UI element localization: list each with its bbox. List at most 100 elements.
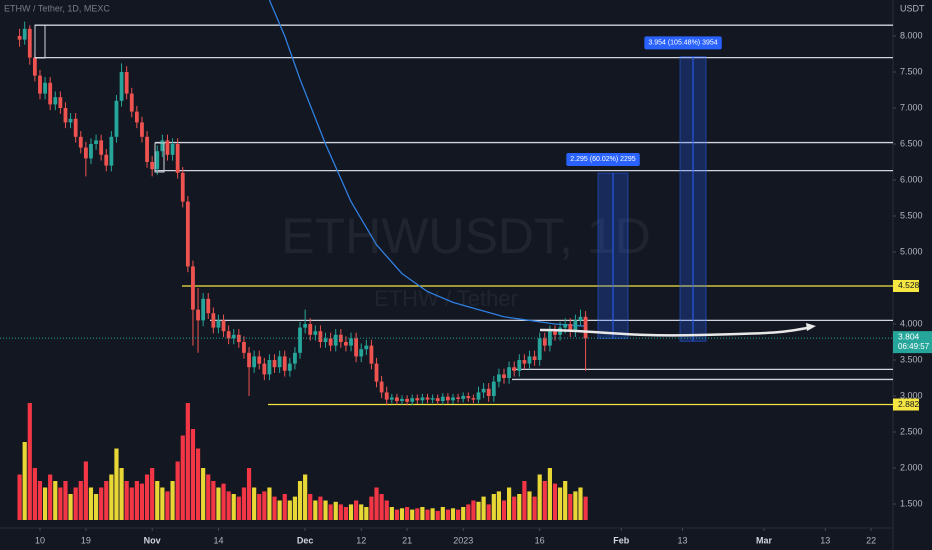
volume-bar xyxy=(206,474,211,520)
x-tick-label: 22 xyxy=(866,535,876,545)
candle-body xyxy=(410,398,415,402)
candle-body xyxy=(502,374,506,379)
volume-bar xyxy=(481,496,486,520)
candle-body xyxy=(384,392,389,400)
volume-bar xyxy=(389,507,394,520)
x-tick-label: 2023 xyxy=(453,535,473,545)
volume-bar xyxy=(109,474,114,520)
volume-bar xyxy=(129,487,134,520)
volume-bar xyxy=(221,483,226,520)
x-tick-label: Nov xyxy=(144,535,161,545)
candle-body xyxy=(134,111,139,123)
candle-body xyxy=(247,352,251,368)
volume-bar xyxy=(415,508,420,520)
volume-bar xyxy=(104,481,109,520)
candle-body xyxy=(374,363,379,382)
volume-bar xyxy=(496,491,501,520)
volume-bar xyxy=(287,500,292,520)
x-tick-label: Mar xyxy=(756,535,773,545)
volume-bar xyxy=(456,509,461,520)
candle-body xyxy=(140,122,144,137)
volume-bar xyxy=(323,500,328,520)
candle-body xyxy=(94,140,98,145)
candle-body xyxy=(456,397,461,399)
x-tick-label: 12 xyxy=(356,535,366,545)
candle-body xyxy=(405,398,410,402)
candle-body xyxy=(216,320,221,328)
watermark: ETHWUSDT, 1D xyxy=(281,208,650,264)
y-tick-label: 6.000 xyxy=(900,174,923,184)
volume-bar xyxy=(277,500,282,520)
volume-bar xyxy=(405,507,410,520)
candle-body xyxy=(517,360,522,371)
volume-bar xyxy=(27,403,32,520)
candle-body xyxy=(109,136,114,166)
candle-body xyxy=(104,154,109,166)
volume-bar xyxy=(410,509,415,520)
volume-bar xyxy=(68,494,73,520)
candle-body xyxy=(568,324,573,332)
x-tick-label: 21 xyxy=(402,535,412,545)
volume-bar xyxy=(512,496,517,520)
countdown-label: 06:49:57 xyxy=(898,342,930,351)
volume-bar xyxy=(384,500,389,520)
x-tick-label: Dec xyxy=(297,535,314,545)
range-box xyxy=(154,142,165,173)
y-tick-label: 2.000 xyxy=(900,462,923,472)
volume-bar xyxy=(547,468,552,520)
volume-bar xyxy=(476,501,481,520)
watermark-sub: ETHW / Tether xyxy=(374,286,518,311)
volume-bar xyxy=(267,487,272,520)
candle-body xyxy=(440,396,445,402)
volume-bar xyxy=(557,487,563,520)
candle-body xyxy=(206,298,211,314)
volume-bar xyxy=(155,481,160,520)
volume-bar xyxy=(226,491,231,520)
volume-bar xyxy=(190,429,196,520)
candle-body xyxy=(293,352,297,364)
volume-bar xyxy=(552,483,558,520)
volume-bar xyxy=(486,504,491,520)
volume-bar xyxy=(114,448,119,520)
candle-body xyxy=(400,398,404,402)
candle-body xyxy=(430,398,435,400)
chart-title: ETHW / Tether, 1D, MEXC xyxy=(4,3,110,13)
candle-body xyxy=(165,140,170,155)
projection-arrow xyxy=(539,325,813,337)
x-tick-label: 16 xyxy=(535,535,545,545)
volume-bar xyxy=(236,496,241,520)
volume-bar xyxy=(150,468,155,520)
candle-body xyxy=(242,342,246,353)
volume-bar xyxy=(170,481,175,520)
level-label: 2.882 xyxy=(898,399,920,409)
volume-bar xyxy=(430,508,435,520)
volume-bar xyxy=(83,461,88,520)
y-tick-label: 3.000 xyxy=(900,390,923,400)
candle-body xyxy=(435,398,440,402)
candle-body xyxy=(527,356,532,364)
candle-body xyxy=(486,388,491,397)
volume-bar xyxy=(568,494,573,520)
candle-body xyxy=(53,97,58,105)
volume-bar xyxy=(297,481,303,520)
candle-body xyxy=(532,356,537,361)
candle-body xyxy=(150,162,155,170)
volume-bar xyxy=(517,494,522,520)
volume-bar xyxy=(195,448,201,520)
candle-body xyxy=(542,338,547,346)
volume-bar xyxy=(211,481,216,520)
volume-bar xyxy=(506,487,512,520)
volume-bar xyxy=(578,487,583,520)
volume-bar xyxy=(246,468,252,520)
candle-body xyxy=(420,397,425,401)
x-tick-label: Feb xyxy=(613,535,630,545)
candle-body xyxy=(446,396,450,401)
price-label-bg xyxy=(893,331,932,354)
candle-body xyxy=(512,367,517,371)
volume-bar xyxy=(78,481,83,520)
y-tick-label: 5.000 xyxy=(900,246,923,256)
volume-bar xyxy=(58,487,63,520)
volume-bar xyxy=(262,491,267,520)
volume-bar xyxy=(573,491,578,520)
